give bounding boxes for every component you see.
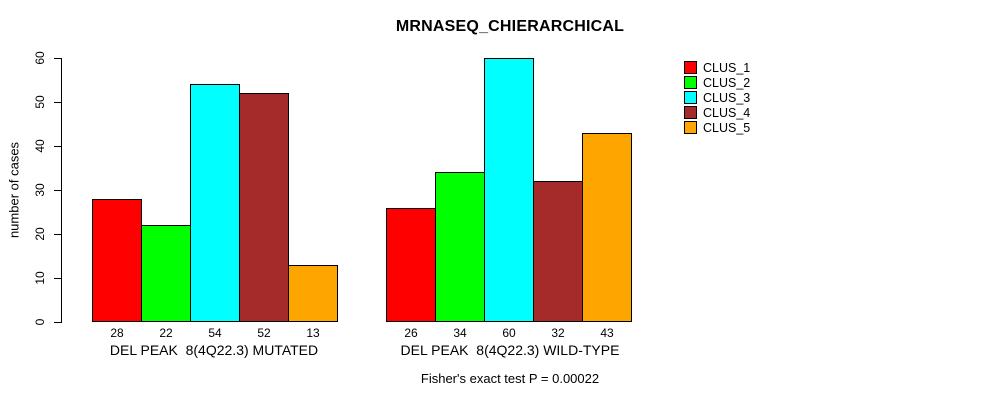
bar-clus_4-group-2 [533,181,583,322]
y-axis-tick [54,234,61,235]
bar-clus_5-group-2 [582,133,632,322]
legend-swatch-icon [684,76,697,89]
y-axis-tick [54,146,61,147]
legend-item-clus_5: CLUS_5 [684,120,750,135]
y-axis-tick [54,190,61,191]
legend-label: CLUS_2 [703,75,751,90]
x-category-label-wild-type: DEL PEAK 8(4Q22.3) WILD-TYPE [400,342,620,358]
legend-swatch-icon [684,61,697,74]
chart-title: MRNASEQ_CHIERARCHICAL [395,18,625,35]
y-axis-tick [54,278,61,279]
y-axis-line [61,58,62,323]
x-category-label-mutated: DEL PEAK 8(4Q22.3) MUTATED [109,342,319,358]
legend-label: CLUS_1 [703,60,751,75]
fisher-test-annotation: Fisher's exact test P = 0.00022 [420,371,600,386]
bar-clus_1-group-1 [92,199,142,322]
y-axis-tick-label: 30 [33,183,47,197]
legend-swatch-icon [684,121,697,134]
legend-item-clus_1: CLUS_1 [684,60,750,75]
bar-value-label: 54 [208,326,222,340]
bar-clus_3-group-2 [484,58,534,322]
bar-clus_1-group-2 [386,208,436,322]
bar-value-label: 26 [404,326,418,340]
y-axis-tick-label: 50 [33,95,47,109]
legend-item-clus_2: CLUS_2 [684,75,750,90]
legend-label: CLUS_4 [703,105,751,120]
bar-value-label: 52 [257,326,271,340]
legend-label: CLUS_3 [703,90,751,105]
bar-clus_2-group-2 [435,172,485,322]
bar-value-label: 28 [110,326,124,340]
bar-value-label: 13 [306,326,320,340]
y-axis-tick [54,58,61,59]
bar-value-label: 43 [600,326,614,340]
legend-item-clus_3: CLUS_3 [684,90,750,105]
legend-swatch-icon [684,106,697,119]
y-axis-tick-label: 10 [33,271,47,285]
y-axis-tick-label: 60 [33,51,47,65]
legend: CLUS_1 CLUS_2 CLUS_3 CLUS_4 CLUS_5 [684,60,750,135]
y-axis-tick-label: 20 [33,227,47,241]
y-axis-tick-label: 40 [33,139,47,153]
bar-value-label: 32 [551,326,565,340]
bar-value-label: 22 [159,326,173,340]
bar-clus_4-group-1 [239,93,289,322]
y-axis-tick [54,322,61,323]
y-axis-tick [54,102,61,103]
legend-swatch-icon [684,91,697,104]
y-axis-tick-label: 0 [33,318,47,326]
bar-value-label: 34 [453,326,467,340]
bar-clus_3-group-1 [190,84,240,322]
bar-clus_5-group-1 [288,265,338,322]
legend-item-clus_4: CLUS_4 [684,105,750,120]
bar-clus_2-group-1 [141,225,191,322]
bar-value-label: 60 [502,326,516,340]
legend-label: CLUS_5 [703,120,751,135]
